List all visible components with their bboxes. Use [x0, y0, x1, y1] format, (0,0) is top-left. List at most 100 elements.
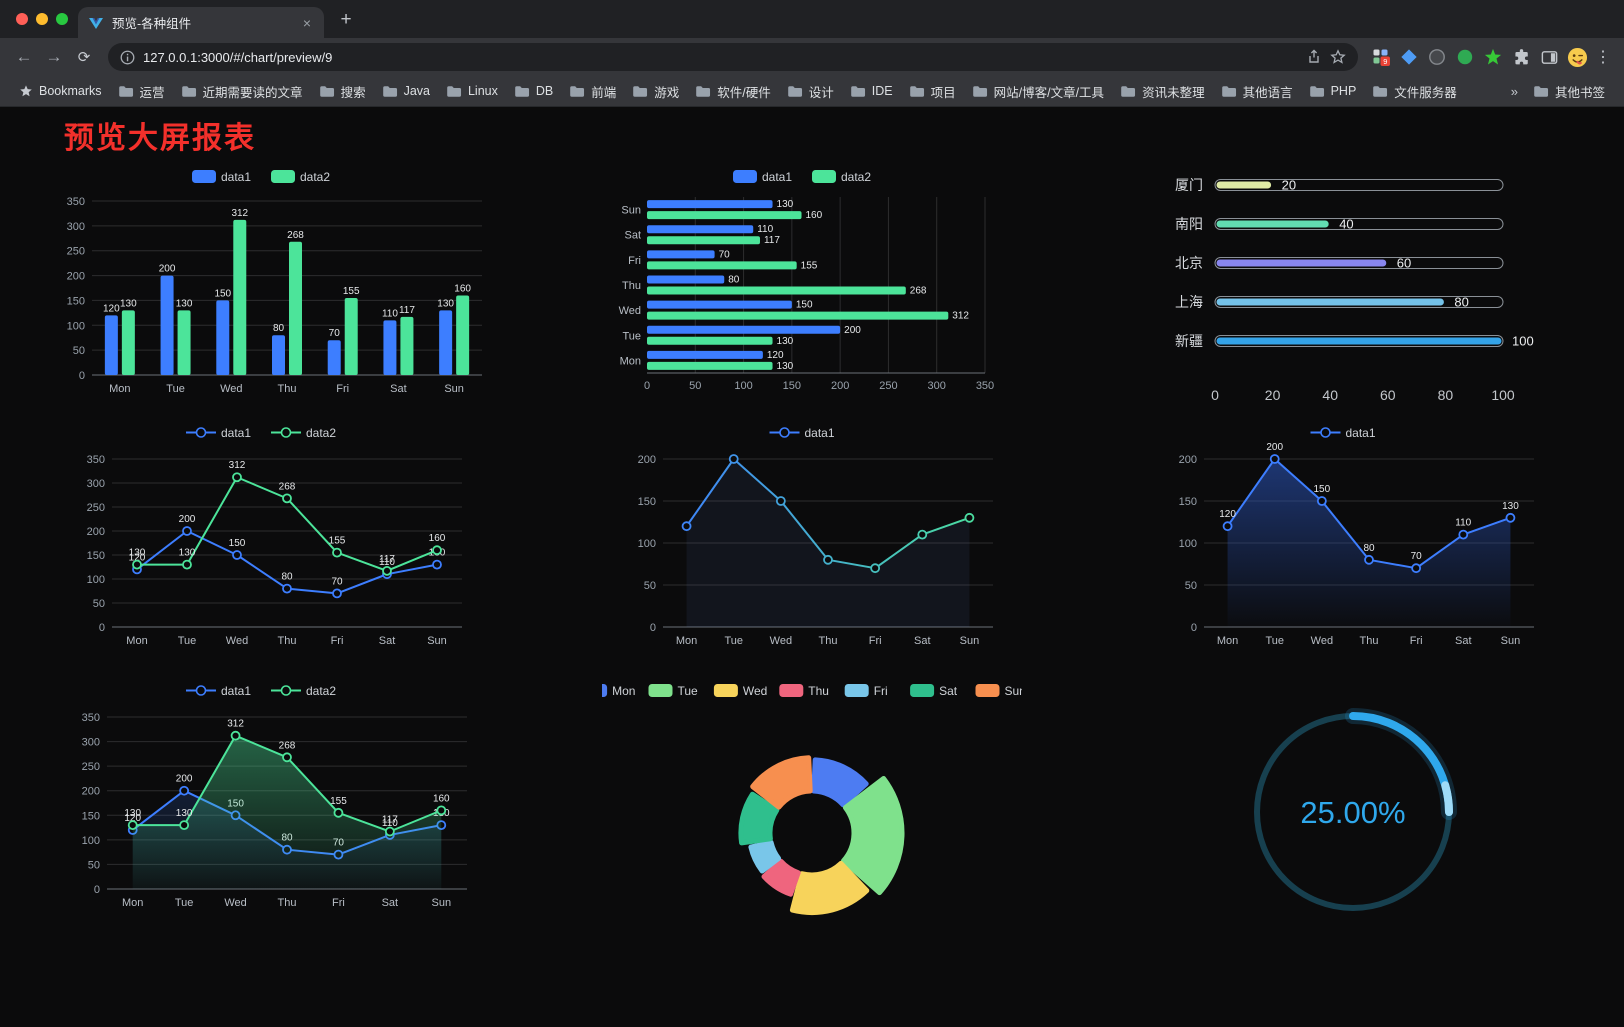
svg-text:70: 70	[328, 328, 340, 339]
minimize-window-button[interactable]	[36, 13, 48, 25]
close-window-button[interactable]	[16, 13, 28, 25]
browser-menu-icon[interactable]: ⋮	[1595, 49, 1611, 66]
svg-text:268: 268	[909, 286, 926, 297]
bookmark-folder[interactable]: Java	[375, 81, 437, 101]
bookmark-folder[interactable]: 设计	[780, 79, 841, 104]
svg-text:Wed: Wed	[769, 635, 791, 647]
svg-text:117: 117	[763, 235, 779, 246]
forward-icon[interactable]: →	[45, 47, 63, 66]
svg-text:0: 0	[1211, 387, 1219, 403]
svg-text:200: 200	[1179, 454, 1197, 466]
reload-icon[interactable]: ⟳	[77, 49, 91, 66]
svg-text:160: 160	[454, 283, 471, 294]
folder-icon	[850, 85, 865, 97]
profile-avatar[interactable]	[1564, 43, 1590, 71]
site-info-icon[interactable]	[120, 50, 135, 65]
chart-progress-bars[interactable]: 厦门 20 南阳 40 北京 60 上海 80 新疆 100 0 20 40 60 80 100	[1082, 161, 1624, 417]
bookmarks-root-item[interactable]: Bookmarks	[12, 81, 109, 101]
svg-text:200: 200	[158, 264, 175, 275]
chart-bar-grouped[interactable]: data1 data2 0 50 100 150 200 250 300 350 Mon Tue Wed…	[0, 161, 541, 417]
new-tab-button[interactable]: +	[340, 9, 352, 30]
url-text[interactable]: 127.0.0.1:3000/#/chart/preview/9	[143, 49, 333, 65]
extension-grid-icon[interactable]: 9	[1368, 43, 1394, 71]
svg-text:Thu: Thu	[277, 383, 296, 395]
svg-text:Tue: Tue	[724, 635, 743, 647]
folder-icon	[1534, 85, 1549, 97]
svg-text:data2: data2	[841, 170, 871, 184]
bookmark-folder[interactable]: 其他语言	[1214, 79, 1300, 104]
other-bookmarks[interactable]: 其他书签	[1526, 79, 1612, 104]
side-panel-icon[interactable]	[1536, 43, 1562, 71]
svg-text:Wed: Wed	[618, 305, 640, 317]
svg-text:117: 117	[398, 305, 414, 316]
bookmark-folder[interactable]: 游戏	[625, 79, 686, 104]
bookmark-folder[interactable]: 项目	[902, 79, 963, 104]
svg-text:Fri: Fri	[1410, 635, 1423, 647]
svg-text:200: 200	[81, 786, 99, 798]
bookmarks-overflow-chevron[interactable]: »	[1510, 83, 1518, 99]
share-icon[interactable]	[1306, 49, 1322, 65]
chart-canvas[interactable]: data1 data2 0 50 100 150 200 250 300 350 Mon Tue Wed…	[46, 163, 496, 403]
svg-text:Sun: Sun	[431, 897, 451, 909]
chart-line-two[interactable]: data1 data2 0 50 100 150 200 250 300 350 Mon Tue Wed…	[0, 417, 541, 675]
bookmark-folder[interactable]: 软件/硬件	[688, 79, 777, 104]
svg-text:160: 160	[805, 210, 822, 221]
browser-tab[interactable]: 预览-各种组件 ×	[78, 7, 324, 38]
bookmark-folder[interactable]: 搜索	[312, 79, 373, 104]
chart-rose-donut[interactable]: Mon Tue Wed Thu Fri Sat Sun	[541, 675, 1082, 1011]
chart-canvas[interactable]: Mon Tue Wed Thu Fri Sat Sun	[601, 677, 1022, 949]
bookmark-folder[interactable]: 近期需要读的文章	[174, 79, 310, 104]
bookmark-star-icon[interactable]	[1330, 49, 1346, 65]
chart-line-area[interactable]: data1 0 50 100 150 200 Mon Tue Wed Thu Fri Sat Sun 12…	[1082, 417, 1624, 675]
back-icon[interactable]: ←	[15, 47, 33, 66]
extension-dark-circle-icon[interactable]	[1424, 43, 1450, 71]
svg-text:150: 150	[795, 300, 812, 311]
extension-green-star-icon[interactable]	[1480, 43, 1506, 71]
svg-text:130: 130	[776, 199, 793, 210]
svg-text:130: 130	[437, 298, 454, 309]
chart-canvas[interactable]: data1 data2 0 50 100 150 200 250 300 350 Mon Tue Wed…	[61, 677, 481, 919]
chart-bar-horizontal[interactable]: data1 data2 0 50 100 150 200 250 300 350 Mon 120 130…	[541, 161, 1082, 417]
svg-text:150: 150	[81, 810, 99, 822]
bookmark-folder[interactable]: 前端	[562, 79, 623, 104]
chart-canvas[interactable]: data1 0 50 100 150 200 Mon Tue Wed Thu Fri Sat Sun 12…	[1158, 419, 1548, 657]
bookmark-folder[interactable]: DB	[507, 81, 560, 101]
extension-diamond-icon[interactable]	[1396, 43, 1422, 71]
svg-text:268: 268	[287, 230, 304, 241]
chart-line-two-area[interactable]: data1 data2 0 50 100 150 200 250 300 350 Mon Tue Wed…	[0, 675, 541, 1011]
svg-text:250: 250	[879, 380, 897, 392]
svg-text:80: 80	[281, 572, 293, 583]
chart-canvas[interactable]: 厦门 20 南阳 40 北京 60 上海 80 新疆 100 0 20 40 60 80 100	[1153, 163, 1553, 413]
svg-text:150: 150	[86, 550, 104, 562]
bookmark-label: 前端	[591, 85, 617, 100]
extension-green-circle-icon[interactable]	[1452, 43, 1478, 71]
bookmark-folder[interactable]: PHP	[1302, 81, 1364, 101]
svg-text:Fri: Fri	[336, 383, 349, 395]
chart-canvas[interactable]: data1 data2 0 50 100 150 200 250 300 350 Mon Tue Wed…	[66, 419, 476, 657]
svg-text:150: 150	[214, 288, 231, 299]
svg-text:110: 110	[1455, 518, 1471, 529]
bookmark-folder[interactable]: IDE	[843, 81, 900, 101]
svg-text:Sun: Sun	[1004, 684, 1022, 698]
svg-text:130: 130	[175, 808, 192, 819]
maximize-window-button[interactable]	[56, 13, 68, 25]
chart-line-gradient[interactable]: data1 0 50 100 150 200 Mon Tue Wed Thu Fri Sat Sun	[541, 417, 1082, 675]
chart-canvas[interactable]: data1 0 50 100 150 200 Mon Tue Wed Thu Fri Sat Sun	[617, 419, 1007, 657]
svg-text:Wed: Wed	[742, 684, 766, 698]
folder-icon	[787, 85, 802, 97]
bookmark-folder[interactable]: Linux	[439, 81, 505, 101]
chart-canvas[interactable]: 25.00%	[1188, 677, 1518, 939]
bookmark-folder[interactable]: 运营	[111, 79, 172, 104]
bookmark-folder[interactable]: 网站/博客/文章/工具	[965, 79, 1111, 104]
extensions-puzzle-icon[interactable]	[1508, 43, 1534, 71]
tab-close-icon[interactable]: ×	[302, 14, 311, 31]
svg-text:100: 100	[1512, 334, 1534, 349]
chart-gauge[interactable]: 25.00%	[1082, 675, 1624, 1011]
folder-icon	[1309, 85, 1324, 97]
page-title: 预览大屏报表	[64, 122, 256, 155]
bookmark-folder[interactable]: 文件服务器	[1365, 79, 1464, 104]
bookmark-folder[interactable]: 资讯未整理	[1113, 79, 1212, 104]
folder-icon	[382, 85, 397, 97]
address-bar[interactable]: 127.0.0.1:3000/#/chart/preview/9	[108, 43, 1358, 71]
